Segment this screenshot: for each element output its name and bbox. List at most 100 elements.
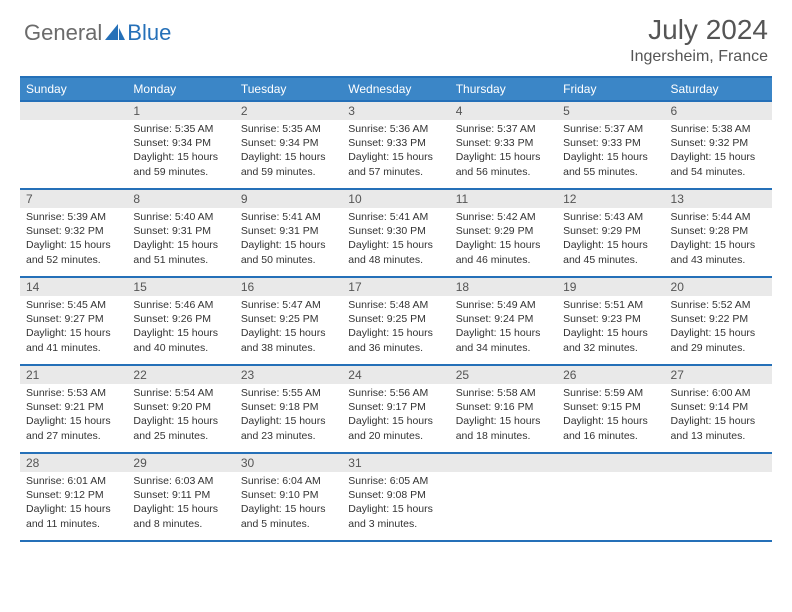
day-number: 6	[665, 102, 772, 120]
day-details: Sunrise: 5:51 AMSunset: 9:23 PMDaylight:…	[557, 296, 664, 359]
day-number: 19	[557, 278, 664, 296]
weekday-header: Monday	[127, 77, 234, 101]
day-number: 13	[665, 190, 772, 208]
day-number: 9	[235, 190, 342, 208]
day-number: 10	[342, 190, 449, 208]
calendar-day-cell: 5Sunrise: 5:37 AMSunset: 9:33 PMDaylight…	[557, 101, 664, 189]
day-details: Sunrise: 5:43 AMSunset: 9:29 PMDaylight:…	[557, 208, 664, 271]
day-number: 18	[450, 278, 557, 296]
day-number	[557, 454, 664, 472]
page-header: General Blue July 2024 Ingersheim, Franc…	[0, 0, 792, 72]
weekday-header: Tuesday	[235, 77, 342, 101]
day-details: Sunrise: 5:47 AMSunset: 9:25 PMDaylight:…	[235, 296, 342, 359]
day-details: Sunrise: 6:00 AMSunset: 9:14 PMDaylight:…	[665, 384, 772, 447]
calendar-day-cell: 23Sunrise: 5:55 AMSunset: 9:18 PMDayligh…	[235, 365, 342, 453]
day-number: 30	[235, 454, 342, 472]
calendar-day-cell: 2Sunrise: 5:35 AMSunset: 9:34 PMDaylight…	[235, 101, 342, 189]
day-details: Sunrise: 6:05 AMSunset: 9:08 PMDaylight:…	[342, 472, 449, 535]
day-details: Sunrise: 5:48 AMSunset: 9:25 PMDaylight:…	[342, 296, 449, 359]
day-details: Sunrise: 5:41 AMSunset: 9:31 PMDaylight:…	[235, 208, 342, 271]
day-number	[665, 454, 772, 472]
day-number: 27	[665, 366, 772, 384]
calendar-day-cell: 29Sunrise: 6:03 AMSunset: 9:11 PMDayligh…	[127, 453, 234, 541]
calendar-day-cell: 10Sunrise: 5:41 AMSunset: 9:30 PMDayligh…	[342, 189, 449, 277]
calendar-day-cell: 15Sunrise: 5:46 AMSunset: 9:26 PMDayligh…	[127, 277, 234, 365]
day-details: Sunrise: 5:38 AMSunset: 9:32 PMDaylight:…	[665, 120, 772, 183]
calendar-day-cell: 19Sunrise: 5:51 AMSunset: 9:23 PMDayligh…	[557, 277, 664, 365]
calendar-day-cell: 31Sunrise: 6:05 AMSunset: 9:08 PMDayligh…	[342, 453, 449, 541]
day-details: Sunrise: 5:41 AMSunset: 9:30 PMDaylight:…	[342, 208, 449, 271]
calendar-day-cell	[450, 453, 557, 541]
day-number: 1	[127, 102, 234, 120]
day-details: Sunrise: 5:53 AMSunset: 9:21 PMDaylight:…	[20, 384, 127, 447]
weekday-header: Friday	[557, 77, 664, 101]
title-block: July 2024 Ingersheim, France	[630, 14, 768, 66]
calendar-day-cell: 26Sunrise: 5:59 AMSunset: 9:15 PMDayligh…	[557, 365, 664, 453]
day-details: Sunrise: 5:45 AMSunset: 9:27 PMDaylight:…	[20, 296, 127, 359]
calendar-day-cell: 24Sunrise: 5:56 AMSunset: 9:17 PMDayligh…	[342, 365, 449, 453]
day-details: Sunrise: 5:40 AMSunset: 9:31 PMDaylight:…	[127, 208, 234, 271]
calendar-week-row: 21Sunrise: 5:53 AMSunset: 9:21 PMDayligh…	[20, 365, 772, 453]
day-number: 31	[342, 454, 449, 472]
day-number: 24	[342, 366, 449, 384]
day-number: 25	[450, 366, 557, 384]
day-number: 28	[20, 454, 127, 472]
day-details: Sunrise: 6:03 AMSunset: 9:11 PMDaylight:…	[127, 472, 234, 535]
weekday-header: Saturday	[665, 77, 772, 101]
month-title: July 2024	[630, 14, 768, 46]
day-details: Sunrise: 5:39 AMSunset: 9:32 PMDaylight:…	[20, 208, 127, 271]
logo-sail-icon	[105, 24, 125, 40]
calendar-day-cell: 8Sunrise: 5:40 AMSunset: 9:31 PMDaylight…	[127, 189, 234, 277]
day-number: 5	[557, 102, 664, 120]
calendar-day-cell: 30Sunrise: 6:04 AMSunset: 9:10 PMDayligh…	[235, 453, 342, 541]
calendar-day-cell: 3Sunrise: 5:36 AMSunset: 9:33 PMDaylight…	[342, 101, 449, 189]
day-number: 16	[235, 278, 342, 296]
day-details: Sunrise: 5:46 AMSunset: 9:26 PMDaylight:…	[127, 296, 234, 359]
day-number: 4	[450, 102, 557, 120]
day-number: 21	[20, 366, 127, 384]
day-details: Sunrise: 6:04 AMSunset: 9:10 PMDaylight:…	[235, 472, 342, 535]
calendar-day-cell: 7Sunrise: 5:39 AMSunset: 9:32 PMDaylight…	[20, 189, 127, 277]
calendar-day-cell: 1Sunrise: 5:35 AMSunset: 9:34 PMDaylight…	[127, 101, 234, 189]
calendar-day-cell: 18Sunrise: 5:49 AMSunset: 9:24 PMDayligh…	[450, 277, 557, 365]
calendar-day-cell	[665, 453, 772, 541]
calendar-week-row: 14Sunrise: 5:45 AMSunset: 9:27 PMDayligh…	[20, 277, 772, 365]
weekday-header: Thursday	[450, 77, 557, 101]
day-details: Sunrise: 5:36 AMSunset: 9:33 PMDaylight:…	[342, 120, 449, 183]
calendar-day-cell	[20, 101, 127, 189]
day-details: Sunrise: 5:59 AMSunset: 9:15 PMDaylight:…	[557, 384, 664, 447]
day-number: 12	[557, 190, 664, 208]
day-number: 26	[557, 366, 664, 384]
day-number: 14	[20, 278, 127, 296]
day-number	[20, 102, 127, 120]
day-number	[450, 454, 557, 472]
location-label: Ingersheim, France	[630, 48, 768, 66]
calendar-day-cell: 20Sunrise: 5:52 AMSunset: 9:22 PMDayligh…	[665, 277, 772, 365]
day-number: 22	[127, 366, 234, 384]
calendar-day-cell: 22Sunrise: 5:54 AMSunset: 9:20 PMDayligh…	[127, 365, 234, 453]
weekday-header: Sunday	[20, 77, 127, 101]
logo-text-general: General	[24, 20, 102, 46]
day-details: Sunrise: 5:42 AMSunset: 9:29 PMDaylight:…	[450, 208, 557, 271]
calendar-day-cell	[557, 453, 664, 541]
day-details: Sunrise: 5:35 AMSunset: 9:34 PMDaylight:…	[235, 120, 342, 183]
day-details: Sunrise: 5:37 AMSunset: 9:33 PMDaylight:…	[557, 120, 664, 183]
day-details: Sunrise: 5:35 AMSunset: 9:34 PMDaylight:…	[127, 120, 234, 183]
day-details: Sunrise: 5:56 AMSunset: 9:17 PMDaylight:…	[342, 384, 449, 447]
day-number: 23	[235, 366, 342, 384]
day-number: 7	[20, 190, 127, 208]
calendar-week-row: 28Sunrise: 6:01 AMSunset: 9:12 PMDayligh…	[20, 453, 772, 541]
day-number: 20	[665, 278, 772, 296]
calendar-day-cell: 21Sunrise: 5:53 AMSunset: 9:21 PMDayligh…	[20, 365, 127, 453]
calendar-day-cell: 25Sunrise: 5:58 AMSunset: 9:16 PMDayligh…	[450, 365, 557, 453]
day-details: Sunrise: 5:54 AMSunset: 9:20 PMDaylight:…	[127, 384, 234, 447]
day-number: 2	[235, 102, 342, 120]
logo: General Blue	[24, 20, 171, 46]
day-number: 3	[342, 102, 449, 120]
calendar-day-cell: 4Sunrise: 5:37 AMSunset: 9:33 PMDaylight…	[450, 101, 557, 189]
calendar-day-cell: 6Sunrise: 5:38 AMSunset: 9:32 PMDaylight…	[665, 101, 772, 189]
calendar-day-cell: 13Sunrise: 5:44 AMSunset: 9:28 PMDayligh…	[665, 189, 772, 277]
calendar-day-cell: 14Sunrise: 5:45 AMSunset: 9:27 PMDayligh…	[20, 277, 127, 365]
weekday-header: Wednesday	[342, 77, 449, 101]
logo-text-blue: Blue	[127, 20, 171, 46]
